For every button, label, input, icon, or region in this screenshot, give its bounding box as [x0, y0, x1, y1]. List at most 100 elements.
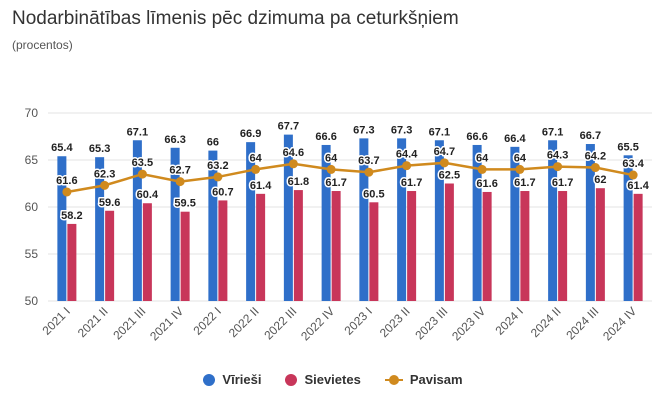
- bar-virieshi: [132, 140, 142, 301]
- chart-title: Nodarbinātības līmenis pēc dzimuma pa ce…: [12, 8, 459, 29]
- point-pavisam: [515, 164, 525, 174]
- data-label-virieshi: 66.6: [315, 131, 336, 143]
- data-label-sievietes: 61.7: [325, 177, 346, 189]
- bar-sievietes: [407, 191, 417, 301]
- bar-sievietes: [444, 183, 454, 301]
- legend-item-virieshi[interactable]: Vīrieši: [203, 372, 261, 387]
- data-label-pavisam: 63.2: [207, 160, 228, 172]
- bar-virieshi: [623, 155, 633, 301]
- data-label-pavisam: 62.7: [169, 165, 190, 177]
- x-tick-label: 2021 III: [110, 304, 148, 342]
- bar-virieshi: [246, 142, 256, 301]
- bar-virieshi: [57, 156, 67, 301]
- blue-circle-icon: [203, 373, 216, 386]
- data-label-sievietes: 60.5: [363, 188, 384, 200]
- bar-virieshi: [397, 138, 407, 301]
- x-tick-label: 2021 I: [39, 304, 72, 337]
- bar-virieshi: [510, 146, 520, 301]
- data-label-virieshi: 66.7: [580, 130, 601, 142]
- data-label-virieshi: 65.5: [617, 141, 638, 153]
- point-pavisam: [62, 187, 72, 197]
- bar-sievietes: [67, 223, 77, 301]
- bar-virieshi: [359, 138, 369, 301]
- bar-sievietes: [180, 211, 190, 301]
- data-label-pavisam: 64.7: [434, 146, 455, 158]
- data-label-virieshi: 65.3: [89, 143, 110, 155]
- bar-virieshi: [585, 144, 595, 301]
- data-label-sievietes: 61.4: [250, 180, 272, 192]
- data-label-virieshi: 67.3: [353, 124, 374, 136]
- bar-sievietes: [142, 203, 152, 301]
- x-tick-label: 2023 IV: [449, 304, 488, 343]
- chart-legend: Vīrieši Sievietes Pavisam: [0, 372, 666, 387]
- bar-sievietes: [482, 191, 492, 301]
- data-label-sievietes: 59.6: [99, 197, 120, 209]
- bar-virieshi: [170, 147, 180, 301]
- data-label-pavisam: 64: [476, 152, 489, 164]
- bar-sievietes: [520, 191, 530, 301]
- data-label-virieshi: 67.7: [278, 121, 299, 133]
- bar-virieshi: [472, 144, 482, 301]
- x-tick-label: 2024 IV: [600, 304, 639, 343]
- bar-sievietes: [331, 191, 341, 301]
- x-tick-label: 2024 II: [528, 304, 564, 340]
- data-label-virieshi: 66: [207, 137, 219, 149]
- data-label-virieshi: 67.1: [429, 126, 450, 138]
- point-pavisam: [326, 164, 336, 174]
- point-pavisam: [137, 169, 147, 179]
- bar-virieshi: [548, 140, 558, 301]
- legend-label-sievietes: Sievietes: [304, 372, 361, 387]
- point-pavisam: [213, 172, 223, 182]
- data-label-sievietes: 62: [594, 174, 606, 186]
- point-pavisam: [628, 170, 638, 180]
- data-label-pavisam: 63.5: [132, 157, 153, 169]
- red-circle-icon: [285, 373, 298, 386]
- bar-virieshi: [321, 144, 331, 301]
- data-label-sievietes: 62.5: [439, 170, 460, 182]
- data-label-virieshi: 66.4: [504, 133, 526, 145]
- bar-virieshi: [283, 134, 293, 301]
- point-pavisam: [477, 164, 487, 174]
- data-label-pavisam: 64: [514, 152, 527, 164]
- data-label-pavisam: 64.3: [547, 150, 568, 162]
- bar-sievietes: [558, 191, 568, 301]
- y-tick-label: 65: [25, 153, 39, 167]
- bar-sievietes: [218, 200, 228, 301]
- point-pavisam: [175, 177, 185, 187]
- data-label-pavisam: 64.2: [585, 151, 606, 163]
- x-tick-label: 2023 II: [377, 304, 413, 340]
- data-label-sievietes: 58.2: [61, 210, 82, 222]
- data-label-virieshi: 65.4: [51, 142, 73, 154]
- data-label-sievietes: 60.7: [212, 186, 233, 198]
- bar-virieshi: [434, 140, 444, 301]
- orange-line-marker-icon: [384, 374, 403, 386]
- point-pavisam: [553, 162, 563, 172]
- legend-label-pavisam: Pavisam: [409, 372, 463, 387]
- x-tick-label: 2022 III: [261, 304, 299, 342]
- x-tick-label: 2021 IV: [147, 304, 186, 343]
- data-label-pavisam: 64: [250, 152, 263, 164]
- line-pavisam: [66, 161, 634, 194]
- bar-sievietes: [293, 190, 303, 301]
- data-label-virieshi: 66.3: [164, 134, 185, 146]
- bar-sievietes: [595, 188, 605, 301]
- y-tick-label: 50: [25, 294, 39, 308]
- point-pavisam: [251, 164, 261, 174]
- bar-sievietes: [256, 193, 266, 301]
- data-label-sievietes: 59.5: [174, 198, 195, 210]
- data-label-virieshi: 67.3: [391, 124, 412, 136]
- legend-item-pavisam[interactable]: Pavisam: [384, 372, 463, 387]
- bar-sievietes: [369, 202, 379, 301]
- y-tick-label: 55: [25, 247, 39, 261]
- data-label-virieshi: 66.6: [466, 131, 487, 143]
- y-tick-label: 60: [25, 200, 39, 214]
- data-label-sievietes: 61.4: [627, 180, 649, 192]
- legend-item-sievietes[interactable]: Sievietes: [285, 372, 361, 387]
- data-label-sievietes: 61.7: [552, 177, 573, 189]
- y-tick-label: 70: [25, 106, 39, 120]
- point-pavisam: [402, 161, 412, 171]
- data-label-pavisam: 62.3: [94, 168, 115, 180]
- data-label-virieshi: 66.9: [240, 128, 261, 140]
- chart-subtitle: (procentos): [12, 38, 73, 52]
